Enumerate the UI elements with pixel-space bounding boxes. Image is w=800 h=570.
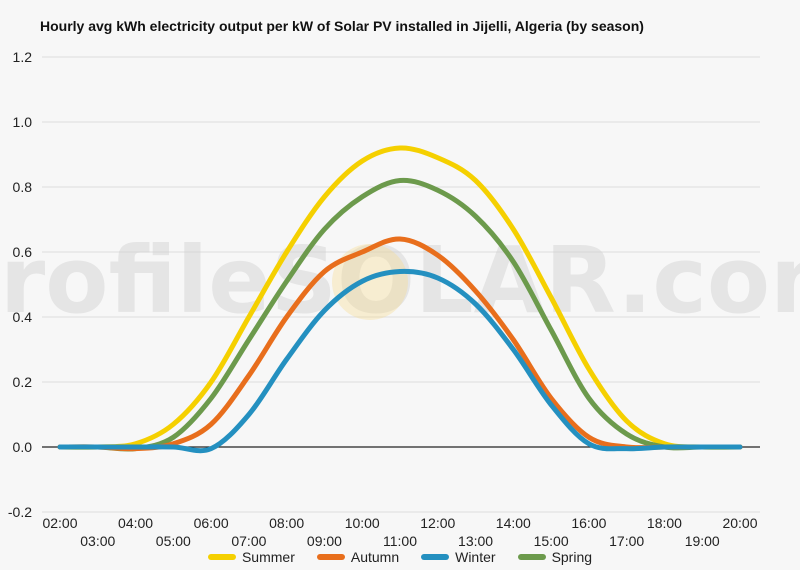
x-tick-label: 03:00: [80, 533, 115, 549]
legend-label: Spring: [551, 549, 593, 565]
legend-swatch: [421, 554, 450, 560]
legend-item-summer: Summer: [207, 549, 295, 565]
series-line-winter: [57, 268, 743, 454]
series-line-summer: [57, 145, 743, 450]
x-tick-label: 19:00: [685, 533, 720, 549]
x-tick-label: 08:00: [269, 515, 304, 531]
x-tick-label: 13:00: [458, 533, 493, 549]
y-tick-label: 0.6: [13, 244, 33, 260]
y-tick-label: 1.2: [13, 49, 33, 65]
x-tick-label: 15:00: [534, 533, 569, 549]
x-tick-label: 05:00: [156, 533, 191, 549]
legend-item-winter: Winter: [421, 549, 496, 565]
legend-item-autumn: Autumn: [316, 549, 400, 565]
legend-label: Winter: [455, 549, 496, 565]
plot-area: [42, 57, 760, 512]
y-tick-label: 0.0: [13, 439, 33, 455]
x-tick-label: 18:00: [647, 515, 682, 531]
x-tick-label: 11:00: [383, 533, 417, 549]
y-tick-label: 0.4: [13, 309, 33, 325]
y-tick-label: 0.8: [13, 179, 33, 195]
x-tick-label: 12:00: [420, 515, 455, 531]
x-tick-label: 02:00: [42, 515, 77, 531]
x-tick-label: 04:00: [118, 515, 153, 531]
legend-label: Autumn: [350, 549, 400, 565]
x-tick-label: 09:00: [307, 533, 342, 549]
legend-swatch: [207, 554, 236, 560]
x-tick-label: 20:00: [722, 515, 757, 531]
legend-swatch: [316, 554, 345, 560]
watermark-sun: [332, 244, 408, 320]
y-tick-label: -0.2: [8, 504, 32, 520]
x-tick-label: 07:00: [231, 533, 266, 549]
chart-legend: Summer Autumn Winter Spring: [0, 549, 800, 565]
x-tick-label: 17:00: [609, 533, 644, 549]
legend-label: Summer: [241, 549, 295, 565]
series-line-spring: [57, 177, 743, 452]
watermark-text: profileSOLAR.com: [0, 227, 800, 334]
x-tick-label: 14:00: [496, 515, 531, 531]
y-tick-label: 1.0: [13, 114, 33, 130]
chart-title: Hourly avg kWh electricity output per kW…: [40, 18, 644, 34]
x-tick-label: 06:00: [194, 515, 229, 531]
legend-item-spring: Spring: [517, 549, 593, 565]
y-tick-label: 0.2: [13, 374, 33, 390]
x-tick-label: 10:00: [345, 515, 380, 531]
x-tick-label: 16:00: [571, 515, 606, 531]
legend-swatch: [517, 554, 546, 560]
